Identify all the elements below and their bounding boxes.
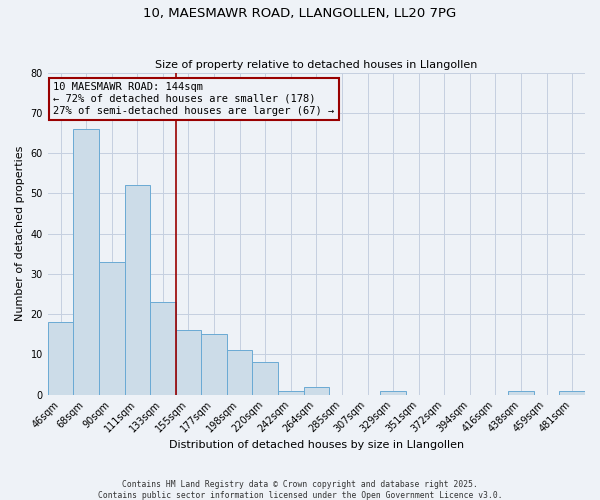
Text: Contains HM Land Registry data © Crown copyright and database right 2025.
Contai: Contains HM Land Registry data © Crown c… xyxy=(98,480,502,500)
Bar xyxy=(73,129,99,394)
Bar xyxy=(253,362,278,394)
Bar xyxy=(201,334,227,394)
Bar xyxy=(227,350,253,395)
Bar xyxy=(48,322,73,394)
Bar xyxy=(125,186,150,394)
Bar xyxy=(304,386,329,394)
Bar xyxy=(559,390,585,394)
Bar xyxy=(278,390,304,394)
Text: 10 MAESMAWR ROAD: 144sqm
← 72% of detached houses are smaller (178)
27% of semi-: 10 MAESMAWR ROAD: 144sqm ← 72% of detach… xyxy=(53,82,334,116)
Bar xyxy=(508,390,534,394)
X-axis label: Distribution of detached houses by size in Llangollen: Distribution of detached houses by size … xyxy=(169,440,464,450)
Title: Size of property relative to detached houses in Llangollen: Size of property relative to detached ho… xyxy=(155,60,478,70)
Text: 10, MAESMAWR ROAD, LLANGOLLEN, LL20 7PG: 10, MAESMAWR ROAD, LLANGOLLEN, LL20 7PG xyxy=(143,8,457,20)
Y-axis label: Number of detached properties: Number of detached properties xyxy=(15,146,25,322)
Bar xyxy=(380,390,406,394)
Bar xyxy=(150,302,176,394)
Bar xyxy=(176,330,201,394)
Bar xyxy=(99,262,125,394)
